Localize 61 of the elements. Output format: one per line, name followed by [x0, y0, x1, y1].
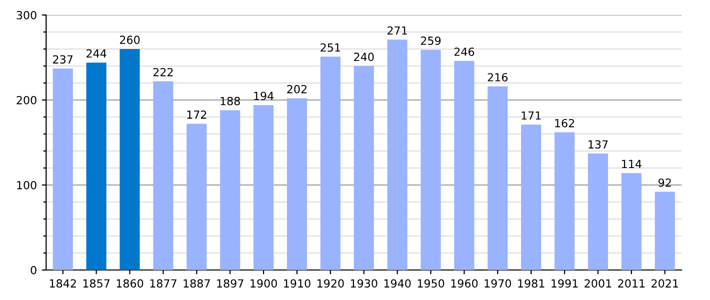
data-label: 271 — [388, 26, 407, 35]
y-tick-label: 100 — [17, 180, 36, 190]
bar — [454, 60, 474, 270]
bar — [588, 154, 608, 270]
y-tick-label: 300 — [16, 10, 36, 20]
data-label: 216 — [488, 73, 508, 82]
bar — [488, 86, 508, 270]
bar — [254, 105, 274, 270]
y-tick-label: 0 — [30, 266, 36, 274]
data-label: 137 — [588, 140, 608, 149]
data-label: 171 — [522, 111, 541, 120]
x-tick-label: 1860 — [116, 279, 144, 288]
data-label: 188 — [220, 96, 240, 106]
data-label: 244 — [86, 49, 106, 58]
x-tick-label: 1950 — [418, 279, 444, 288]
bar — [186, 124, 207, 270]
data-label: 114 — [622, 160, 642, 168]
x-tick-label: 1900 — [250, 279, 277, 288]
x-tick-label: 2001 — [584, 279, 612, 288]
bar — [621, 173, 642, 270]
x-tick-label: 1887 — [184, 279, 210, 288]
bar — [654, 192, 675, 270]
x-tick-label: 1960 — [451, 279, 478, 288]
x-tick-label: 1897 — [217, 279, 244, 288]
x-tick-label: 1930 — [350, 279, 378, 288]
bar — [420, 50, 441, 270]
x-tick-label: 2021 — [652, 279, 678, 288]
x-tick-label: 1991 — [552, 279, 578, 288]
data-label: 172 — [187, 110, 206, 119]
bar — [521, 124, 542, 270]
data-label: 162 — [555, 118, 574, 128]
data-label: 222 — [153, 68, 173, 76]
bar — [220, 110, 240, 270]
bar — [554, 132, 575, 270]
x-tick-label: 1970 — [484, 279, 512, 288]
data-label: 251 — [320, 43, 340, 52]
bar — [86, 62, 106, 270]
bar — [286, 98, 308, 270]
x-tick-label: 1877 — [150, 279, 176, 288]
x-tick-label: 1940 — [384, 279, 411, 288]
bar — [387, 40, 408, 270]
x-tick-label: 1842 — [50, 279, 76, 288]
x-tick-label: 1857 — [83, 279, 110, 288]
bar — [320, 56, 340, 270]
x-tick-label: 1981 — [518, 279, 544, 288]
data-label: 92 — [658, 178, 671, 187]
bar — [354, 66, 374, 270]
bar — [52, 68, 73, 270]
data-label: 240 — [354, 52, 374, 62]
x-tick-label: 1920 — [318, 279, 344, 288]
data-label: 246 — [454, 48, 474, 56]
data-label: 260 — [120, 36, 140, 44]
data-label: 194 — [254, 92, 274, 100]
data-label: 237 — [53, 55, 73, 64]
y-tick-label: 200 — [16, 96, 36, 104]
data-label: 202 — [287, 84, 306, 94]
x-tick-label: 1910 — [284, 279, 310, 288]
data-label: 259 — [420, 36, 441, 45]
bar — [153, 81, 174, 270]
bar — [120, 49, 140, 270]
x-tick-label: 2011 — [618, 279, 645, 288]
